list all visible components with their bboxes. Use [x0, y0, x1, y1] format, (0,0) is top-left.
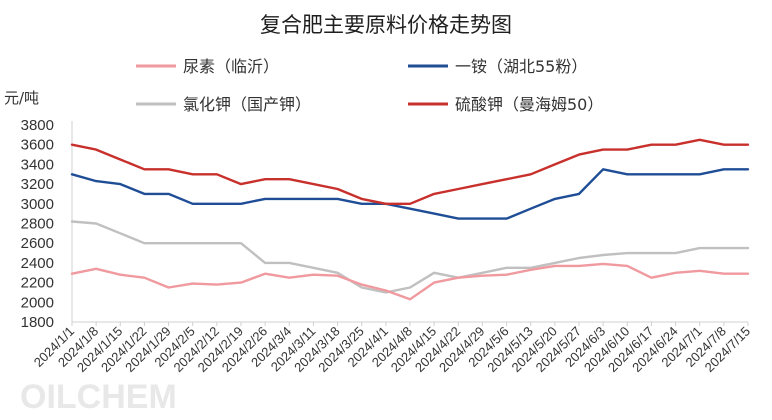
legend-item-kcl: 氯化钾（国产钾）: [136, 95, 311, 114]
legend-label-map: 一铵（湖北55粉）: [455, 57, 587, 76]
y-axis-unit: 元/吨: [4, 89, 39, 107]
y-tick-label: 2800: [21, 216, 54, 233]
y-tick-label: 3800: [21, 117, 54, 134]
series-line-2: [70, 220, 750, 294]
x-axis: 2024/1/12024/1/82024/1/152024/1/222024/1…: [31, 321, 753, 375]
legend: 尿素（临沂） 一铵（湖北55粉） 氯化钾（国产钾） 硫酸钾（曼海姆50）: [136, 57, 603, 114]
legend-label-urea: 尿素（临沂）: [183, 57, 279, 76]
y-tick-label: 3000: [21, 196, 54, 213]
legend-label-sop: 硫酸钾（曼海姆50）: [455, 95, 603, 114]
y-tick-label: 3400: [21, 156, 54, 173]
legend-item-map: 一铵（湖北55粉）: [408, 57, 587, 76]
y-tick-label: 2600: [21, 235, 54, 252]
y-tick-label: 2000: [21, 294, 54, 311]
legend-label-kcl: 氯化钾（国产钾）: [183, 95, 311, 114]
series-line-1: [70, 168, 750, 220]
y-tick-label: 3600: [21, 137, 54, 154]
series-lines: [70, 138, 750, 301]
chart-title: 复合肥主要原料价格走势图: [260, 13, 512, 37]
series-line-0: [70, 262, 750, 301]
y-tick-label: 3200: [21, 176, 54, 193]
y-tick-label: 1800: [21, 314, 54, 331]
legend-item-urea: 尿素（临沂）: [136, 57, 279, 76]
y-tick-label: 2200: [21, 275, 54, 292]
legend-item-sop: 硫酸钾（曼海姆50）: [408, 95, 603, 114]
series-line-3: [70, 138, 750, 205]
y-axis: 1800 2000 2200 2400 2600 2800 3000 3200 3400 3600…: [21, 117, 73, 331]
y-tick-label: 2400: [21, 255, 54, 272]
watermark: OILCHEM: [20, 378, 177, 416]
